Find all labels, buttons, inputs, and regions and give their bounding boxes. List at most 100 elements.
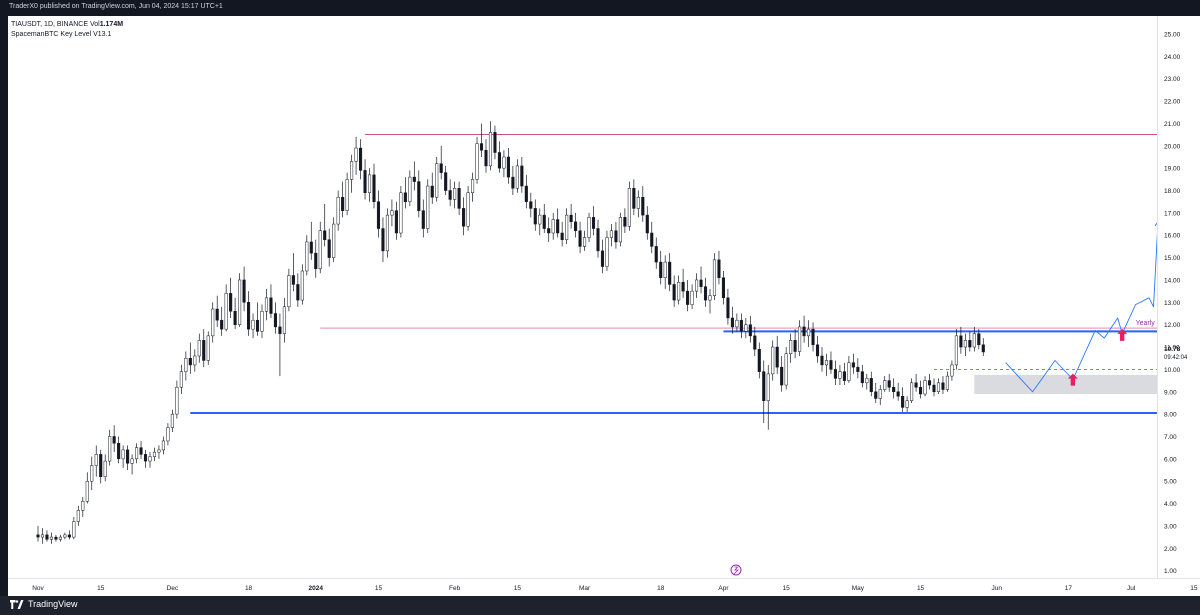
candle-body xyxy=(309,241,313,254)
candle-body xyxy=(972,333,976,348)
candle xyxy=(632,179,636,216)
candle xyxy=(856,358,860,379)
candle xyxy=(117,436,121,464)
candle-body xyxy=(887,380,891,388)
candle xyxy=(901,387,905,412)
price-tick-label: 6.00 xyxy=(1164,456,1177,463)
candle xyxy=(708,288,712,314)
candle xyxy=(394,201,398,240)
time-scale-axis[interactable]: Nov 15 Dec 18 2024 15 Feb 15 Mar 18 Apr 15 May 15 Jun 1… xyxy=(8,579,1200,597)
candle xyxy=(645,206,649,240)
candle xyxy=(484,139,488,173)
candle xyxy=(865,373,869,390)
candle xyxy=(224,284,228,332)
candle xyxy=(197,333,201,363)
price-scale-axis[interactable]: 25.00 24.00 23.00 22.00 21.00 20.00 19.00 18.00… xyxy=(1158,16,1200,578)
candle xyxy=(143,449,148,468)
candle-body xyxy=(475,143,479,180)
candle-body xyxy=(166,427,170,442)
time-tick-label: 15 xyxy=(97,585,105,592)
candle xyxy=(520,156,524,193)
candle-body xyxy=(479,143,484,151)
candle xyxy=(94,445,98,477)
candle xyxy=(560,221,564,247)
candle-body xyxy=(645,214,649,234)
time-tick-label: 15 xyxy=(783,585,791,592)
candle-body xyxy=(251,319,255,330)
candle-body xyxy=(596,228,600,252)
candle-body xyxy=(497,152,501,169)
legend-indicator[interactable]: SpacemanBTC Key Level V13.1 xyxy=(11,31,112,38)
candle xyxy=(936,378,941,394)
candle-body xyxy=(161,440,165,451)
candle xyxy=(618,212,622,247)
candle-body xyxy=(215,308,219,321)
demand-zone xyxy=(974,374,1167,394)
candle xyxy=(659,250,663,285)
price-tick-label: 10.00 xyxy=(1164,367,1181,374)
candle xyxy=(636,190,640,218)
candle-body xyxy=(780,366,784,386)
candle xyxy=(457,181,461,216)
publish-line: TraderX0 published on TradingView.com, J… xyxy=(9,3,223,10)
candle xyxy=(542,203,546,234)
candle-body xyxy=(90,465,94,482)
candle-body xyxy=(278,326,282,334)
candle xyxy=(600,239,605,274)
chart-pane[interactable]: RANGE HIGHYearly OpenLOCAL RANGERANGE LO… xyxy=(8,16,1200,578)
candle xyxy=(278,313,282,377)
candle-body xyxy=(538,214,542,225)
candle-body xyxy=(85,480,89,502)
candle xyxy=(412,161,416,191)
candle xyxy=(914,373,918,392)
candle-body xyxy=(58,536,62,540)
candle xyxy=(350,154,354,193)
candle xyxy=(206,331,210,365)
candle-body xyxy=(605,237,609,267)
candle-body xyxy=(40,534,45,538)
candle xyxy=(300,264,304,305)
candle xyxy=(672,275,676,307)
candle xyxy=(188,342,192,374)
candle-body xyxy=(238,279,242,325)
candle-body xyxy=(426,185,430,229)
price-tick-label: 18.00 xyxy=(1164,188,1181,195)
time-scale[interactable]: Nov 15 Dec 18 2024 15 Feb 15 Mar 18 Apr 15 May 15 Jun 1… xyxy=(8,578,1200,596)
candle xyxy=(49,532,53,544)
candle xyxy=(847,355,851,383)
price-tick-label: 24.00 xyxy=(1164,54,1181,61)
candle-body xyxy=(874,391,878,399)
candle-body xyxy=(421,210,425,229)
candle xyxy=(551,212,555,240)
candle-body xyxy=(72,521,76,538)
candle-body xyxy=(614,230,618,243)
candle xyxy=(435,156,439,202)
candle-body xyxy=(618,217,622,243)
price-tick-label: 1.00 xyxy=(1164,568,1177,575)
price-chart[interactable]: RANGE HIGHYearly OpenLOCAL RANGERANGE LO… xyxy=(8,16,1200,578)
candle xyxy=(703,277,708,307)
candle xyxy=(390,199,394,227)
candle xyxy=(67,530,71,540)
candle-body xyxy=(135,447,139,460)
candle xyxy=(968,331,972,352)
candle-body xyxy=(354,147,358,162)
candle-body xyxy=(376,201,381,229)
candle-body xyxy=(305,241,309,272)
candle xyxy=(121,445,125,468)
legend-symbol[interactable]: TIAUSDT, 1D, BINANCE xyxy=(11,21,89,28)
candle-body xyxy=(264,297,269,312)
candle-body xyxy=(506,156,510,178)
tradingview-brand[interactable]: TradingView xyxy=(10,599,78,609)
candle-body xyxy=(703,286,708,301)
candle xyxy=(766,364,770,430)
candle-body xyxy=(381,228,385,252)
candle xyxy=(896,382,900,401)
candle-body xyxy=(542,214,546,229)
candle-body xyxy=(712,259,717,296)
candle-body xyxy=(820,355,824,366)
price-scale[interactable]: 25.00 24.00 23.00 22.00 21.00 20.00 19.00 18.00… xyxy=(1157,16,1200,578)
candle xyxy=(166,423,170,446)
candle-body xyxy=(668,261,672,285)
candle xyxy=(614,221,618,249)
